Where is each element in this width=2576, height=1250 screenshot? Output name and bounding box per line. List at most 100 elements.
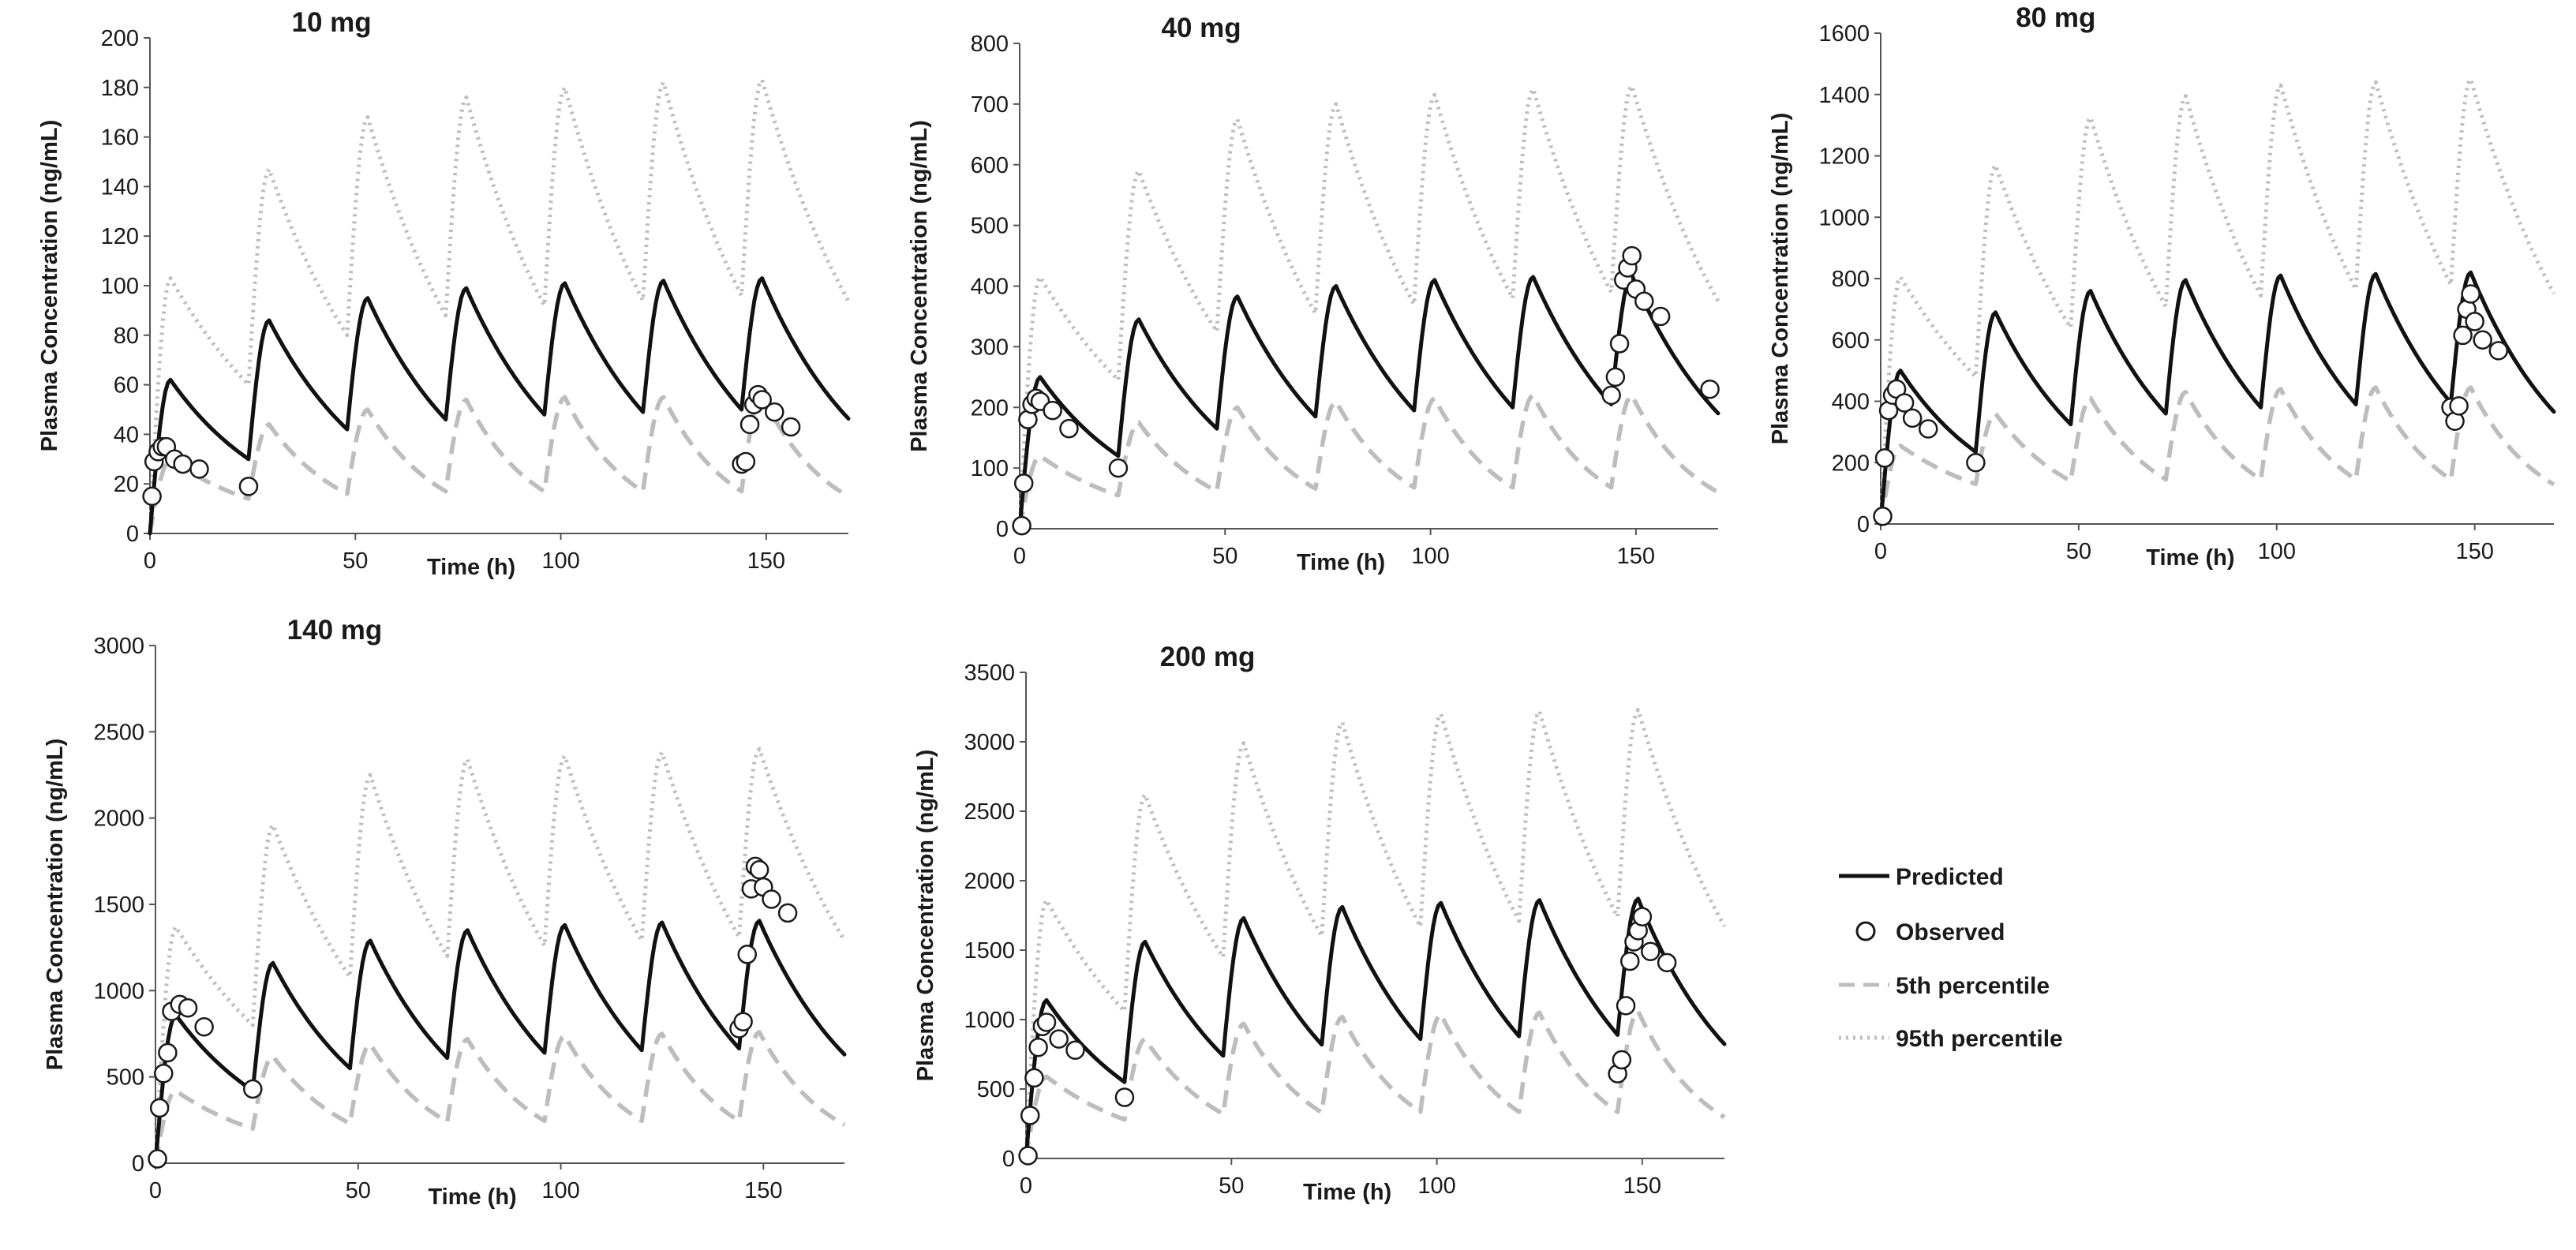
observed-point <box>148 1149 167 1169</box>
legend-p5-label: 5th percentile <box>1896 973 2050 999</box>
observed-point <box>149 1098 170 1118</box>
chart-140-mg: 0 500 1000 1500 2000 2500 3000 0 50 100 150 140 mg T… <box>43 615 847 1210</box>
observed-point <box>2453 325 2473 346</box>
legend-p95-label: 95th percentile <box>1896 1026 2063 1052</box>
y-tick-label: 0 <box>132 1151 144 1177</box>
observed-point <box>158 1042 178 1063</box>
observed-point <box>2449 396 2469 416</box>
y-axis-label: Plasma Concentration (ng/mL) <box>913 750 938 1082</box>
y-tick-label: 400 <box>971 275 1009 300</box>
y-tick-label: 800 <box>971 32 1009 57</box>
legend: Predicted Observed 5th percentile 95th p… <box>1839 864 2063 1052</box>
y-tick-label: 80 <box>114 324 139 349</box>
observed-point <box>1049 1029 1069 1049</box>
series-5th-percentile-line <box>153 1030 846 1164</box>
observed-point <box>194 1017 214 1037</box>
y-tick-label: 1000 <box>93 979 144 1004</box>
observed-point <box>1622 245 1642 266</box>
observed-point <box>1020 1106 1040 1125</box>
series-predicted-line <box>153 919 847 1166</box>
observed-point <box>736 451 756 472</box>
chart-80-mg: 0 200 400 600 800 1000 1200 1400 1600 0 50 100 150 80… <box>1768 2 2556 571</box>
chart-title: 140 mg <box>287 615 383 646</box>
y-tick-label: 0 <box>1857 512 1870 537</box>
y-axis-label: Plasma Concentration (ng/mL) <box>37 120 62 452</box>
x-tick-label: 150 <box>2455 539 2493 564</box>
y-tick-label: 140 <box>101 174 139 200</box>
series-5th-percentile-line <box>1024 1009 1726 1159</box>
y-tick-label: 40 <box>114 422 139 447</box>
y-tick-label: 100 <box>101 274 139 299</box>
chart-title: 80 mg <box>2016 2 2095 33</box>
y-tick-label: 0 <box>996 517 1009 542</box>
x-tick-label: 100 <box>1411 544 1449 569</box>
observed-point <box>733 1012 753 1031</box>
chart-10-mg: 0 20 40 60 80 100 120 140 160 180 200 0 50 100 150 10 m… <box>37 7 851 580</box>
observed-point <box>1012 515 1032 536</box>
y-tick-label: 200 <box>101 26 139 51</box>
observed-point <box>1620 951 1640 971</box>
observed-point <box>1873 507 1893 526</box>
observed-point <box>1918 419 1938 439</box>
observed-point <box>1013 473 1034 493</box>
x-axis-label: Time (h) <box>1303 1180 1391 1205</box>
series-95th-percentile-line <box>1024 708 1727 1159</box>
observed-point <box>2473 330 2492 350</box>
observed-point <box>1605 367 1626 387</box>
observed-point <box>1612 1050 1632 1070</box>
x-axis-label: Time (h) <box>428 1185 516 1210</box>
chart-title: 200 mg <box>1160 642 1256 672</box>
y-tick-label: 100 <box>971 456 1009 481</box>
observed-point <box>154 1064 174 1083</box>
observed-point <box>1036 1012 1057 1032</box>
x-tick-label: 150 <box>1617 544 1655 569</box>
chart-title: 40 mg <box>1162 13 1241 43</box>
x-tick-label: 150 <box>1623 1173 1661 1199</box>
x-tick-label: 0 <box>1020 1173 1032 1199</box>
observed-point <box>2461 284 2481 304</box>
y-tick-label: 0 <box>1002 1147 1015 1172</box>
observed-point <box>1632 907 1653 927</box>
series-5th-percentile-line <box>1878 385 2555 525</box>
y-tick-label: 3000 <box>964 730 1015 755</box>
y-tick-label: 1500 <box>93 893 144 918</box>
y-tick-label: 1200 <box>1818 144 1870 170</box>
x-tick-label: 100 <box>541 1178 579 1203</box>
y-tick-label: 500 <box>977 1077 1015 1102</box>
observed-point <box>781 417 801 437</box>
observed-point <box>765 402 784 422</box>
y-tick-label: 3000 <box>93 634 144 659</box>
y-tick-label: 600 <box>1832 328 1870 354</box>
observed-point <box>1650 306 1671 327</box>
y-tick-label: 20 <box>114 472 139 497</box>
observed-point <box>752 390 772 410</box>
observed-point <box>178 997 198 1018</box>
x-tick-label: 50 <box>343 548 368 574</box>
x-tick-label: 50 <box>1212 544 1237 569</box>
y-axis-label: Plasma Concentration (ng/mL) <box>43 739 68 1071</box>
y-tick-label: 0 <box>126 522 139 547</box>
y-tick-label: 700 <box>971 92 1009 118</box>
observed-point <box>749 860 769 880</box>
y-tick-label: 1400 <box>1818 83 1870 108</box>
observed-point <box>1059 418 1079 439</box>
observed-point <box>1894 393 1915 413</box>
legend-observed-label: Observed <box>1896 919 2005 945</box>
y-tick-label: 300 <box>971 335 1009 360</box>
x-tick-label: 100 <box>2258 539 2296 564</box>
chart-200-mg: 0 500 1000 1500 2000 2500 3000 3500 0 50 100 150 200… <box>913 642 1727 1205</box>
x-axis-label: Time (h) <box>2146 545 2234 571</box>
y-tick-label: 800 <box>1832 267 1870 292</box>
observed-point <box>1700 379 1720 399</box>
y-tick-label: 1000 <box>964 1008 1015 1033</box>
series-5th-percentile-line <box>148 392 850 534</box>
observed-point <box>1065 1040 1085 1060</box>
observed-point <box>777 903 798 923</box>
y-tick-label: 2500 <box>964 799 1015 825</box>
y-axis-label: Plasma Concentration (ng/mL) <box>907 120 932 452</box>
series-predicted-line <box>1024 896 1727 1161</box>
x-tick-label: 0 <box>1874 539 1887 564</box>
y-tick-label: 2500 <box>93 720 144 745</box>
